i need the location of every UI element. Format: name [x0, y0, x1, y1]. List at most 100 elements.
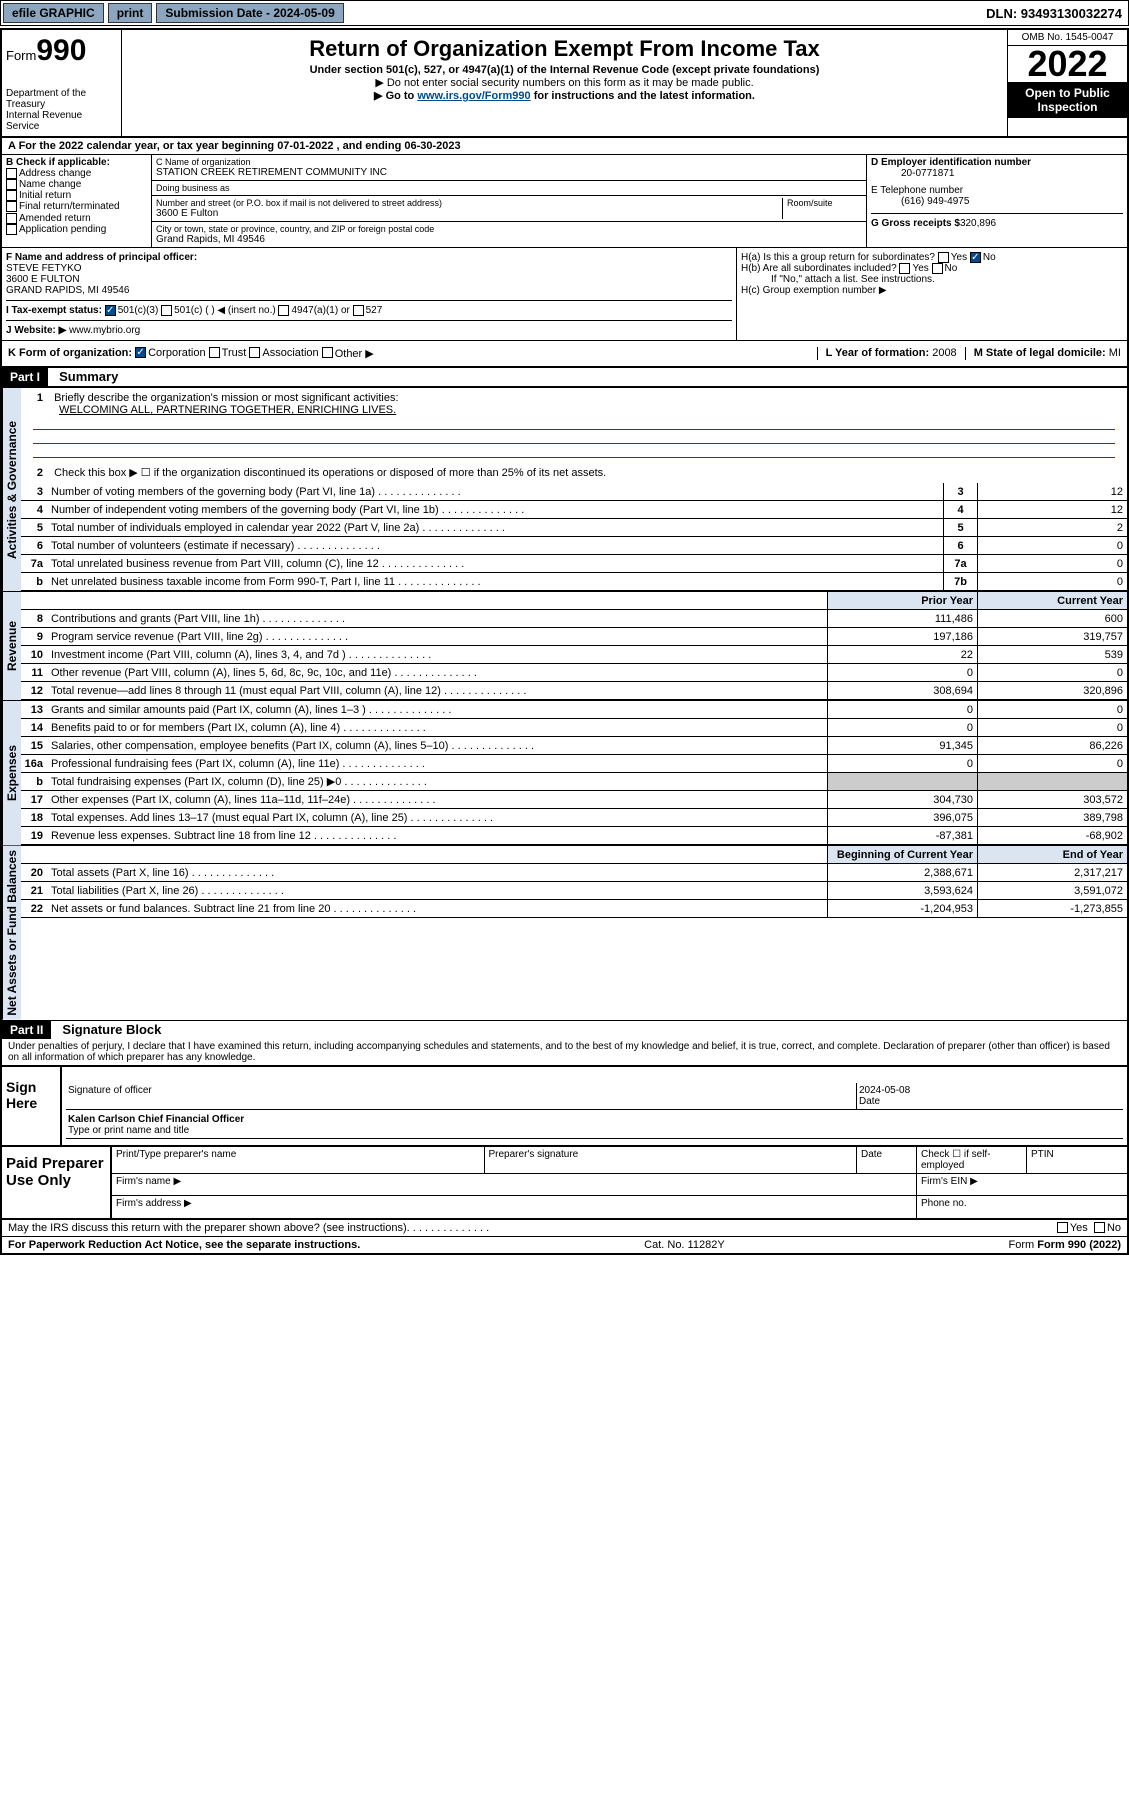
- beg-end-header: Beginning of Current Year End of Year: [21, 846, 1127, 864]
- prior-value: -1,204,953: [827, 900, 977, 917]
- form-number: 990: [36, 34, 86, 67]
- hb-yes-checkbox[interactable]: [899, 263, 910, 274]
- penalties-text: Under penalties of perjury, I declare th…: [2, 1039, 1127, 1065]
- final-return-label: Final return/terminated: [19, 202, 120, 213]
- trust-label: Trust: [222, 347, 247, 360]
- line-19: 19 Revenue less expenses. Subtract line …: [21, 827, 1127, 845]
- prior-value: 22: [827, 646, 977, 663]
- ha-yes-checkbox[interactable]: [938, 252, 949, 263]
- application-pending-checkbox[interactable]: [6, 224, 17, 235]
- current-value: 389,798: [977, 809, 1127, 826]
- initial-return-checkbox[interactable]: [6, 190, 17, 201]
- prior-value: 2,388,671: [827, 864, 977, 881]
- 4947-checkbox[interactable]: [278, 305, 289, 316]
- year-formation: 2008: [932, 347, 956, 359]
- address-label: Number and street (or P.O. box if mail i…: [156, 198, 782, 208]
- hb-label: H(b) Are all subordinates included?: [741, 263, 897, 274]
- org-name: STATION CREEK RETIREMENT COMMUNITY INC: [156, 167, 862, 178]
- 527-checkbox[interactable]: [353, 305, 364, 316]
- submission-date-button[interactable]: Submission Date - 2024-05-09: [156, 3, 343, 23]
- line-num: 21: [21, 885, 51, 897]
- header-right: OMB No. 1545-0047 2022 Open to Public In…: [1007, 30, 1127, 136]
- name-change-checkbox[interactable]: [6, 179, 17, 190]
- current-value: 0: [977, 701, 1127, 718]
- line-1-desc: Briefly describe the organization's miss…: [54, 392, 398, 404]
- line-desc: Program service revenue (Part VIII, line…: [51, 631, 827, 643]
- form-org-label: K Form of organization:: [8, 347, 132, 360]
- print-button[interactable]: print: [108, 3, 153, 23]
- line-desc: Contributions and grants (Part VIII, lin…: [51, 613, 827, 625]
- other-checkbox[interactable]: [322, 347, 333, 358]
- current-value: 600: [977, 610, 1127, 627]
- address-change-label: Address change: [19, 168, 91, 179]
- officer-name: STEVE FETYKO: [6, 263, 82, 274]
- phone-label: E Telephone number: [871, 185, 963, 196]
- ein-value: 20-0771871: [871, 168, 954, 179]
- city-value: Grand Rapids, MI 49546: [156, 234, 862, 245]
- current-value: [977, 773, 1127, 790]
- line-4: 4 Number of independent voting members o…: [21, 501, 1127, 519]
- line-22: 22 Net assets or fund balances. Subtract…: [21, 900, 1127, 918]
- line-num: 3: [21, 486, 51, 498]
- 501c-checkbox[interactable]: [161, 305, 172, 316]
- line-2-desc: Check this box ▶ ☐ if the organization d…: [54, 467, 606, 479]
- hb-no-checkbox[interactable]: [932, 263, 943, 274]
- amended-return-checkbox[interactable]: [6, 213, 17, 224]
- line-num: 6: [21, 540, 51, 552]
- corp-checkbox[interactable]: ✓: [135, 347, 146, 358]
- line-num: 7a: [21, 558, 51, 570]
- discuss-yes-label: Yes: [1070, 1222, 1088, 1234]
- line-b: b Net unrelated business taxable income …: [21, 573, 1127, 591]
- line-desc: Benefits paid to or for members (Part IX…: [51, 722, 827, 734]
- final-return-checkbox[interactable]: [6, 201, 17, 212]
- current-value: 3,591,072: [977, 882, 1127, 899]
- ha-no-checkbox[interactable]: ✓: [970, 252, 981, 263]
- line-15: 15 Salaries, other compensation, employe…: [21, 737, 1127, 755]
- state-domicile-label: M State of legal domicile:: [974, 347, 1109, 359]
- line-num: 14: [21, 722, 51, 734]
- line-num: b: [21, 576, 51, 588]
- line-11: 11 Other revenue (Part VIII, column (A),…: [21, 664, 1127, 682]
- mission-text: WELCOMING ALL, PARTNERING TOGETHER, ENRI…: [27, 404, 396, 416]
- line-value: 12: [977, 483, 1127, 500]
- officer-signature-label: Signature of officer: [68, 1085, 152, 1096]
- hc-label: H(c) Group exemption number ▶: [741, 285, 1123, 296]
- state-domicile: MI: [1109, 347, 1121, 359]
- trust-checkbox[interactable]: [209, 347, 220, 358]
- officer-label: F Name and address of principal officer:: [6, 252, 197, 263]
- corp-label: Corporation: [148, 347, 205, 360]
- line-num: 12: [21, 685, 51, 697]
- net-assets-label: Net Assets or Fund Balances: [2, 846, 21, 1020]
- efile-button[interactable]: efile GRAPHIC: [3, 3, 104, 23]
- line-18: 18 Total expenses. Add lines 13–17 (must…: [21, 809, 1127, 827]
- line-9: 9 Program service revenue (Part VIII, li…: [21, 628, 1127, 646]
- line-num: 8: [21, 613, 51, 625]
- gross-value: 320,896: [960, 218, 996, 229]
- org-name-label: C Name of organization: [156, 157, 862, 167]
- form-subtitle: Under section 501(c), 527, or 4947(a)(1)…: [126, 64, 1003, 76]
- current-value: 303,572: [977, 791, 1127, 808]
- current-value: 539: [977, 646, 1127, 663]
- discuss-no-label: No: [1107, 1222, 1121, 1234]
- instructions-link[interactable]: www.irs.gov/Form990: [417, 90, 530, 102]
- line-value: 12: [977, 501, 1127, 518]
- current-year-header: Current Year: [977, 592, 1127, 609]
- line-value: 0: [977, 537, 1127, 554]
- line-desc: Total unrelated business revenue from Pa…: [51, 558, 943, 570]
- assoc-checkbox[interactable]: [249, 347, 260, 358]
- discuss-no-checkbox[interactable]: [1094, 1222, 1105, 1233]
- address-change-checkbox[interactable]: [6, 168, 17, 179]
- header-middle: Return of Organization Exempt From Incom…: [122, 30, 1007, 136]
- discuss-yes-checkbox[interactable]: [1057, 1222, 1068, 1233]
- 501c3-checkbox[interactable]: ✓: [105, 305, 116, 316]
- firm-phone-label: Phone no.: [917, 1196, 1127, 1218]
- line-value: 0: [977, 573, 1127, 590]
- line-desc: Salaries, other compensation, employee b…: [51, 740, 827, 752]
- ha-label: H(a) Is this a group return for subordin…: [741, 252, 935, 263]
- preparer-name-label: Print/Type preparer's name: [112, 1147, 485, 1173]
- prior-value: 0: [827, 755, 977, 772]
- line-5: 5 Total number of individuals employed i…: [21, 519, 1127, 537]
- line-desc: Number of independent voting members of …: [51, 504, 943, 516]
- 527-label: 527: [366, 305, 383, 316]
- revenue-label: Revenue: [2, 592, 21, 700]
